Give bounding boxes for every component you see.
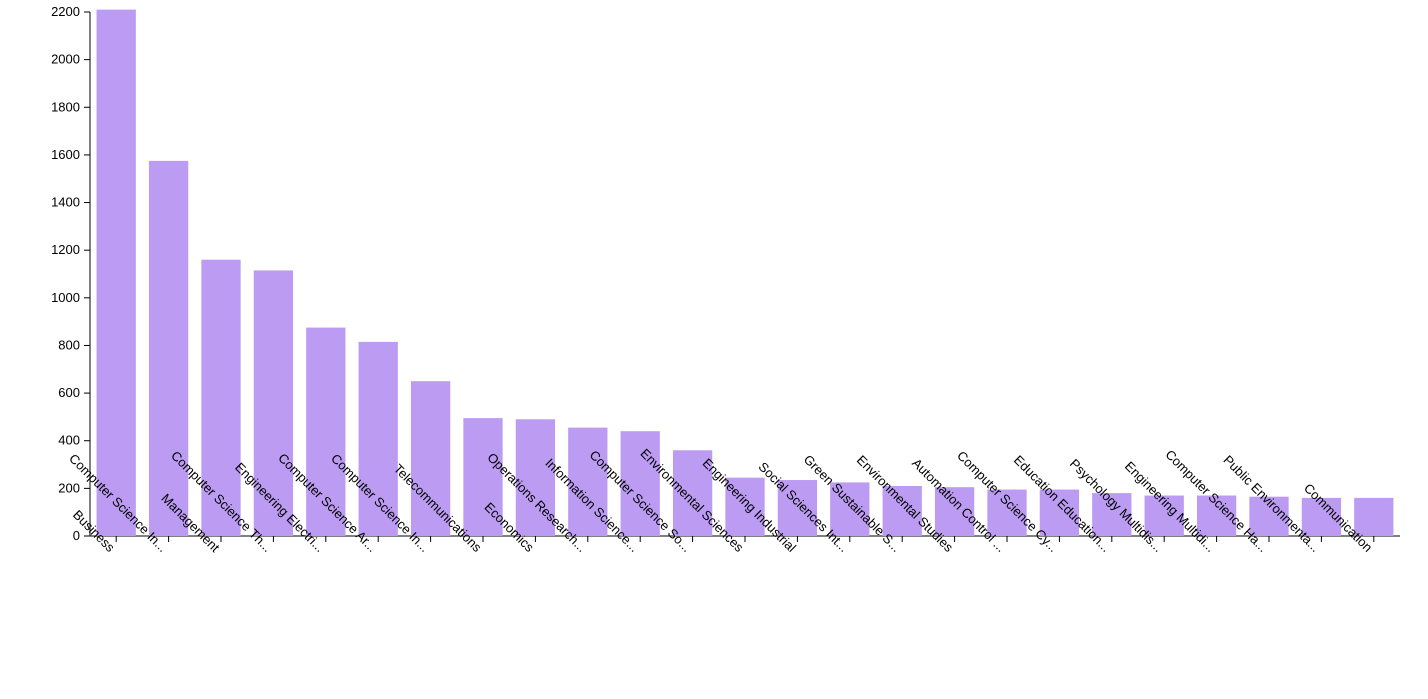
y-tick-label: 800 — [58, 337, 80, 352]
y-tick-label: 0 — [73, 528, 80, 543]
y-tick-label: 1800 — [51, 99, 80, 114]
y-tick-label: 2200 — [51, 4, 80, 19]
bar-chart: 0 200 400 600 800 1000 1200 1400 1600 1800 2000 220… — [0, 0, 1428, 699]
y-tick-label: 1000 — [51, 290, 80, 305]
y-tick-label: 400 — [58, 433, 80, 448]
bar — [97, 10, 136, 536]
y-tick-label: 600 — [58, 385, 80, 400]
chart-container: 0 200 400 600 800 1000 1200 1400 1600 1800 2000 220… — [0, 0, 1428, 699]
y-tick-label: 1400 — [51, 195, 80, 210]
y-tick-label: 2000 — [51, 52, 80, 67]
bar — [149, 161, 188, 536]
y-tick-label: 1600 — [51, 147, 80, 162]
y-tick-label: 200 — [58, 480, 80, 495]
y-tick-label: 1200 — [51, 242, 80, 257]
